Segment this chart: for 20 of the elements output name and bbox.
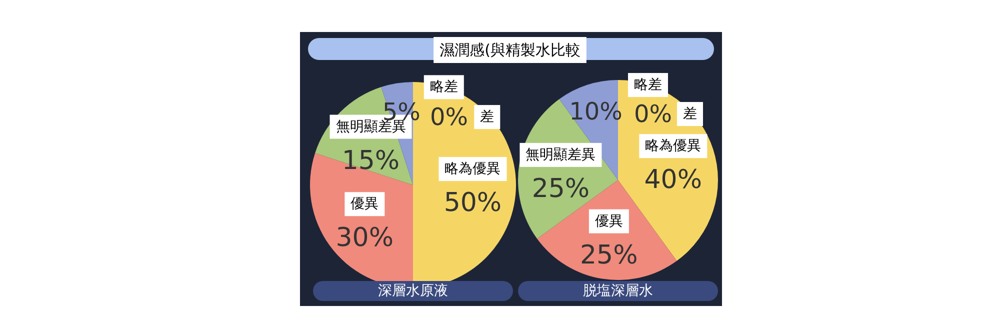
slice-label: 略為優異 bbox=[645, 138, 702, 154]
text: 0% bbox=[430, 103, 468, 132]
text: 脱塩深層水 bbox=[583, 283, 653, 299]
data-label: 50% bbox=[444, 188, 502, 218]
chart-title: 濕潤感(與精製水比較 bbox=[440, 41, 580, 59]
data-label: 25% bbox=[532, 174, 590, 204]
slice-label: 優異 bbox=[594, 213, 623, 230]
text: 深層水原液 bbox=[378, 283, 448, 299]
data-label: 40% bbox=[644, 165, 702, 196]
data-label: 25% bbox=[580, 240, 638, 270]
data-label: 15% bbox=[342, 146, 400, 176]
slice-label: 略差 bbox=[430, 79, 458, 96]
slice-label: 略差 bbox=[634, 77, 662, 93]
category-label: 差 bbox=[480, 109, 494, 126]
data-label: 30% bbox=[336, 223, 394, 254]
slice-label: 略為優異 bbox=[444, 161, 501, 177]
text: 0% bbox=[634, 100, 672, 128]
category-label: 差 bbox=[683, 106, 697, 122]
slice-label: 無明顯差異 bbox=[526, 146, 596, 163]
slice-label: 優異 bbox=[350, 196, 379, 212]
